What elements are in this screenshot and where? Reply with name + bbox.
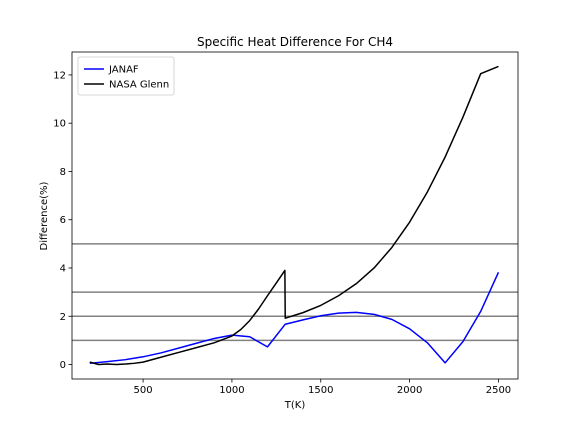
axes-frame	[71, 51, 519, 380]
y-tick-label: 12	[53, 70, 66, 81]
x-tick-label: 500	[134, 385, 153, 396]
plot-area: 500 1000 1500 2000 2500 0 2 4 6 8 10 12 JANAF NASA Gl…	[53, 51, 519, 396]
y-tick-label: 8	[60, 167, 66, 178]
series-line-janaf	[89, 272, 500, 365]
y-axis-label: Difference(%)	[39, 181, 50, 250]
x-tick-label: 2000	[397, 385, 422, 396]
legend-label: NASA Glenn	[109, 80, 169, 91]
x-tick-label: 1000	[219, 385, 244, 396]
x-tick-label: 1500	[308, 385, 333, 396]
series-line-nasa-glenn	[89, 65, 499, 366]
x-axis-label: T(K)	[284, 400, 306, 411]
y-tick-label: 6	[60, 215, 66, 226]
legend-box	[77, 56, 175, 96]
legend-label: JANAF	[108, 65, 139, 76]
y-tick-label: 0	[60, 360, 66, 371]
y-tick-label: 4	[60, 263, 66, 274]
chart-title: Specific Heat Difference For CH4	[197, 35, 393, 49]
x-tick-label: 2500	[486, 385, 511, 396]
y-tick-label: 10	[53, 119, 66, 130]
y-tick-label: 2	[60, 312, 66, 323]
